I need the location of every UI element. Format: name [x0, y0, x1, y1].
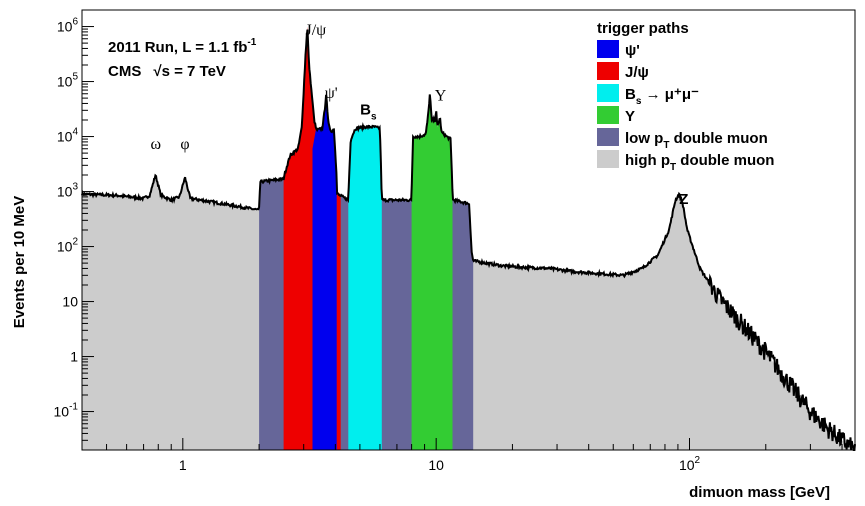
- legend-label-5: high pT double muon: [625, 152, 774, 173]
- peak-label-2: J/ψ: [305, 22, 326, 39]
- run-info-line1: 2011 Run, L = 1.1 fb: [108, 39, 247, 56]
- peak-label-5: Υ: [435, 88, 447, 105]
- series-area-3: [312, 93, 337, 451]
- legend-swatch-1: [597, 62, 619, 80]
- x-tick-label-2: 102: [679, 455, 701, 473]
- y-tick-label-6: 105: [57, 72, 79, 90]
- y-tick-label-3: 102: [57, 237, 79, 255]
- y-tick-label-7: 106: [57, 17, 79, 35]
- legend-label-1: J/ψ: [625, 64, 649, 81]
- peak-label-1: φ: [180, 136, 189, 153]
- peak-label-4: Bs: [360, 102, 377, 123]
- svg-text:2011 Run, L = 1.1 fb-1: 2011 Run, L = 1.1 fb-1: [108, 37, 257, 56]
- legend-label-0: ψ': [625, 42, 640, 59]
- run-info: 2011 Run, L = 1.1 fb-1 CMS √s = 7 TeV: [108, 37, 257, 80]
- run-info-sqrt: √s: [153, 63, 170, 80]
- y-tick-label-0: 10-1: [54, 402, 79, 420]
- x-tick-label-1: 10: [428, 457, 444, 473]
- legend-label-3: Υ: [625, 108, 635, 125]
- x-axis-label: dimuon mass [GeV]: [689, 484, 830, 501]
- axis-layer: 1 10 102 10-1 1 10 102 103 104 105 106: [54, 9, 843, 473]
- run-info-energy: = 7 TeV: [170, 63, 226, 80]
- series-area-4: [348, 126, 382, 451]
- run-info-line1-sup: -1: [247, 37, 256, 48]
- series-area-5: [411, 93, 453, 451]
- legend-swatch-4: [597, 128, 619, 146]
- total-envelope-line: [81, 29, 856, 451]
- legend-swatch-5: [597, 150, 619, 168]
- y-tick-label-4: 103: [57, 182, 79, 200]
- y-tick-label-2: 10: [62, 294, 78, 310]
- peak-label-6: Z: [679, 191, 688, 208]
- peak-label-3: ψ': [325, 85, 338, 102]
- y-tick-label-5: 104: [57, 127, 79, 145]
- legend-swatch-2: [597, 84, 619, 102]
- legend-swatch-0: [597, 40, 619, 58]
- legend-label-4: low pT double muon: [625, 130, 768, 151]
- envelope-layer: [81, 29, 856, 451]
- y-tick-label-1: 1: [70, 349, 78, 365]
- y-axis-label: Events per 10 MeV: [11, 196, 28, 329]
- run-info-cms: CMS: [108, 63, 141, 80]
- legend-title: trigger paths: [597, 20, 689, 37]
- legend-label-2: Bs → μ⁺μ⁻: [625, 86, 699, 107]
- x-tick-label-0: 1: [179, 457, 187, 473]
- svg-text:CMS√s = 7 TeV: CMS √s = 7 TeV: [108, 63, 226, 80]
- peak-labels: ω φ J/ψ ψ' Bs Υ Z: [150, 22, 688, 208]
- legend-swatch-3: [597, 106, 619, 124]
- series-layer: [82, 26, 855, 451]
- peak-label-0: ω: [150, 136, 161, 153]
